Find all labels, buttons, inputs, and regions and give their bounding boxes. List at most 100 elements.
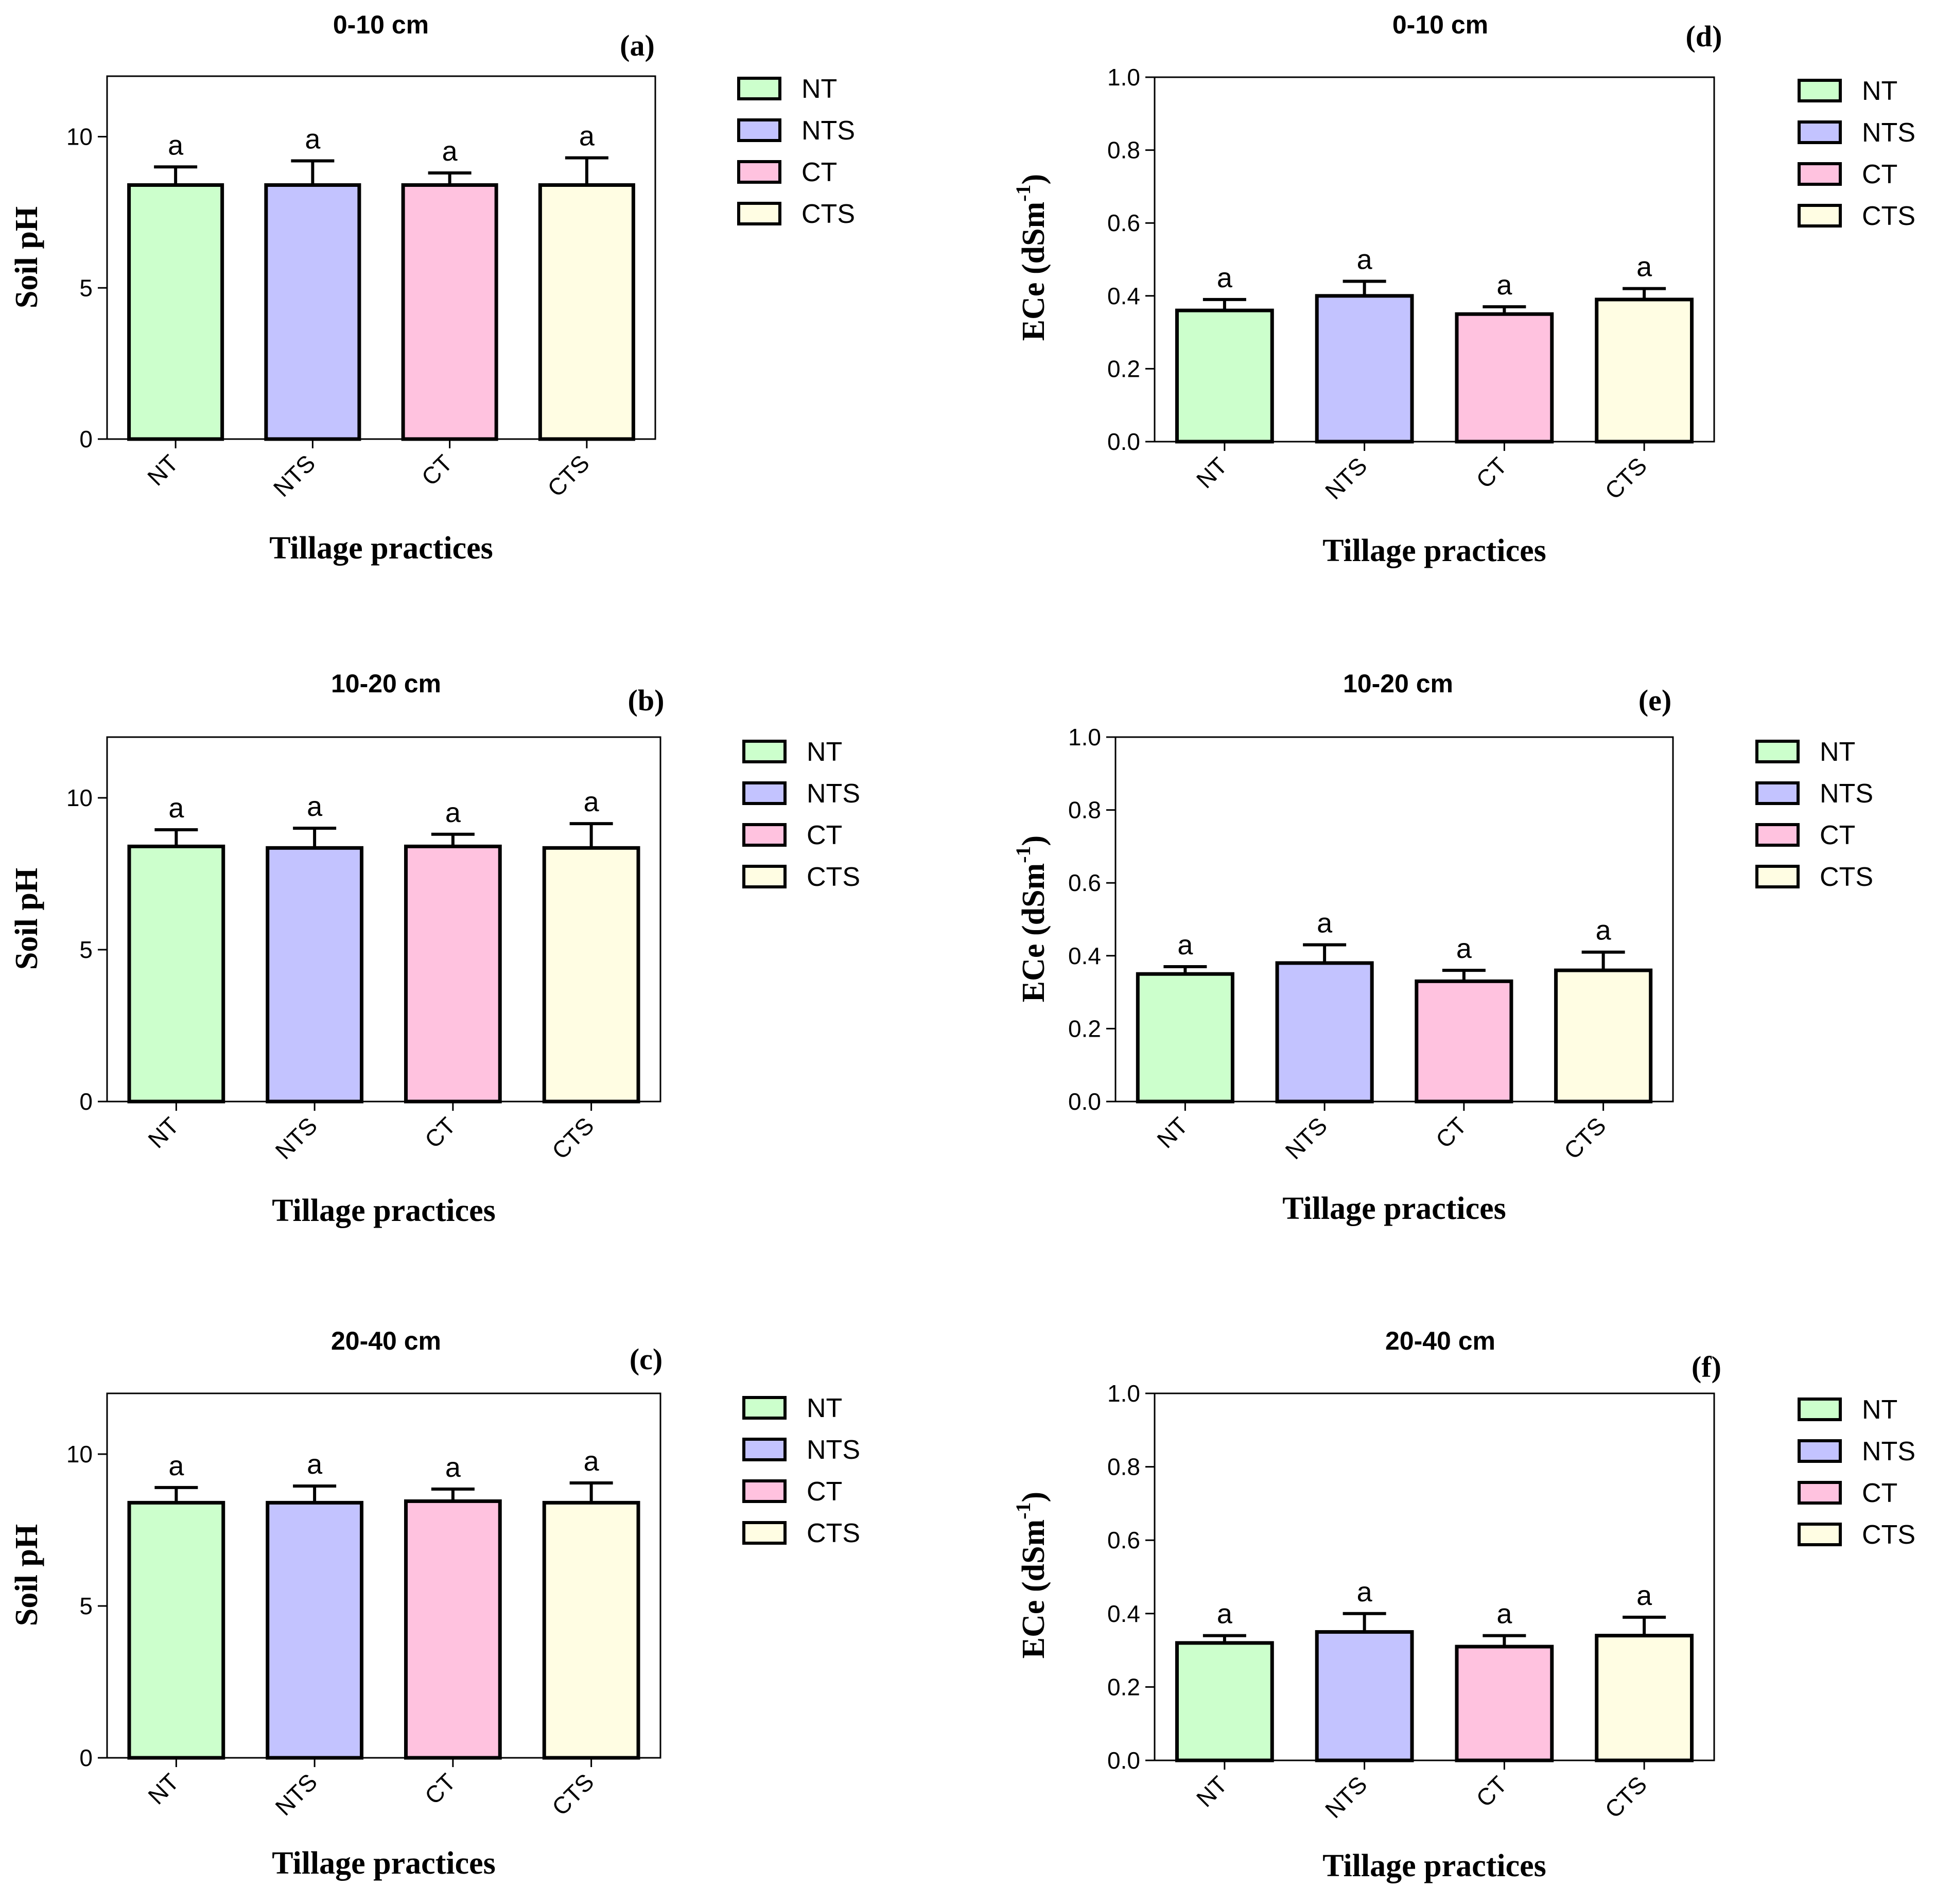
panel-letter: (e): [1638, 684, 1671, 717]
significance-label: a: [305, 124, 321, 155]
legend-swatch-cts: [742, 1521, 787, 1545]
panel-e: 10-20 cm (e) 0.0 0.2 0.4 0.6 0.8 1.0 ECe (dSm-1)…: [1012, 669, 1873, 1226]
legend-label-nts: NTS: [1862, 118, 1915, 148]
x-tick-label-ct: CT: [416, 449, 458, 491]
legend-swatch-cts: [1798, 204, 1842, 228]
legend: NT NTS CT CTS: [737, 74, 855, 229]
significance-label: a: [445, 797, 461, 828]
x-tick-label-ct: CT: [420, 1768, 461, 1809]
legend-label-nt: NT: [807, 737, 842, 767]
legend-label-cts: CTS: [807, 1518, 860, 1548]
y-tick-label: 0.0: [1107, 1747, 1140, 1774]
bar-ct: [404, 844, 502, 1104]
bar-ct: [1455, 312, 1554, 444]
legend-label-nts: NTS: [807, 1435, 860, 1465]
panel-f: 20-40 cm (f) 0.0 0.2 0.4 0.6 0.8 1.0 ECe (dSm-1)…: [1012, 1326, 1915, 1883]
y-tick-label: 5: [79, 936, 93, 963]
bar-nts: [264, 183, 361, 441]
y-tick-label: 0.6: [1107, 209, 1140, 236]
legend-label-nts: NTS: [1820, 779, 1873, 809]
y-tick-label: 0: [79, 1088, 93, 1115]
significance-label: a: [168, 130, 184, 161]
legend-swatch-nts: [1798, 120, 1842, 144]
legend-swatch-cts: [737, 202, 781, 225]
significance-label: a: [307, 791, 323, 822]
y-tick-label: 0.4: [1107, 1600, 1140, 1627]
bar-nt: [127, 1500, 225, 1760]
y-tick-label: 10: [66, 124, 93, 150]
plot-frame: [106, 75, 656, 440]
significance-label: a: [1456, 933, 1472, 964]
x-tick-label-ct: CT: [1431, 1112, 1472, 1153]
panel-title: 20-40 cm: [1385, 1326, 1495, 1355]
legend-swatch-ct: [742, 1479, 787, 1503]
panel-letter: (b): [628, 684, 665, 717]
x-axis-title: Tillage practices: [269, 531, 493, 566]
legend-label-nt: NT: [1862, 1395, 1897, 1425]
y-tick-label: 0.6: [1107, 1527, 1140, 1553]
panel-title: 0-10 cm: [1392, 10, 1488, 39]
significance-label: a: [1357, 244, 1373, 275]
legend-swatch-nts: [742, 781, 787, 805]
significance-label: a: [168, 1451, 184, 1481]
x-tick-label-nt: NT: [1191, 1771, 1232, 1812]
panel-letter: (c): [630, 1342, 663, 1376]
legend-label-cts: CTS: [801, 199, 855, 229]
legend-swatch-cts: [742, 865, 787, 888]
legend-label-cts: CTS: [807, 862, 860, 892]
panel-d: 0-10 cm (d) 0.0 0.2 0.4 0.6 0.8 1.0 ECe (dSm-1) a…: [1012, 10, 1915, 568]
y-tick-label: 0.8: [1107, 1454, 1140, 1480]
legend-swatch-ct: [737, 160, 781, 184]
x-tick-label-nts: NTS: [270, 1112, 322, 1164]
x-tick-label-cts: CTS: [547, 1768, 599, 1821]
y-tick-label: 5: [79, 274, 93, 301]
legend-label-ct: CT: [1862, 1478, 1897, 1508]
significance-label: a: [1217, 263, 1233, 293]
y-tick-label: 1.0: [1068, 724, 1101, 750]
legend-label-cts: CTS: [1820, 862, 1873, 892]
legend-swatch-nt: [742, 1396, 787, 1420]
legend-label-nt: NT: [801, 74, 837, 104]
significance-label: a: [1636, 1580, 1652, 1611]
legend: NT NTS CT CTS: [1798, 76, 1915, 231]
bar-nt: [127, 183, 224, 441]
bar-nts: [266, 846, 363, 1104]
significance-label: a: [445, 1452, 461, 1483]
significance-label: a: [1636, 252, 1652, 283]
significance-label: a: [442, 136, 458, 167]
bar-cts: [1595, 298, 1694, 444]
y-tick-label: 0.4: [1068, 942, 1101, 969]
x-tick-label-cts: CTS: [542, 449, 595, 502]
bar-nt: [1175, 1641, 1274, 1762]
legend-swatch-nt: [737, 77, 781, 100]
x-tick-label-nt: NT: [1152, 1112, 1193, 1153]
significance-label: a: [1317, 908, 1333, 939]
significance-label: a: [579, 121, 595, 152]
x-axis-title: Tillage practices: [1322, 1848, 1546, 1883]
bar-ct: [1455, 1645, 1554, 1762]
legend-swatch-nts: [1755, 781, 1800, 805]
significance-label: a: [1496, 1599, 1512, 1630]
x-axis-title: Tillage practices: [1322, 533, 1546, 568]
panel-letter: (d): [1686, 20, 1722, 53]
y-tick-label: 0.2: [1068, 1015, 1101, 1042]
y-tick-label: 1.0: [1107, 64, 1140, 91]
significance-label: a: [307, 1449, 323, 1480]
y-tick-label: 0.8: [1068, 797, 1101, 824]
panel-title: 10-20 cm: [331, 669, 441, 698]
x-axis-title: Tillage practices: [272, 1846, 495, 1881]
y-axis-title: ECe (dSm-1): [1012, 835, 1051, 1002]
plot-frame: [106, 1392, 661, 1759]
panel-title: 0-10 cm: [333, 10, 429, 39]
legend-label-nts: NTS: [807, 779, 860, 809]
legend-label-ct: CT: [1820, 820, 1855, 850]
y-tick-label: 0.8: [1107, 137, 1140, 164]
legend-swatch-nt: [1755, 740, 1800, 763]
bar-ct: [401, 183, 498, 441]
legend-swatch-cts: [1798, 1523, 1842, 1546]
y-axis-title: Soil pH: [9, 206, 44, 308]
x-tick-label-cts: CTS: [1599, 1771, 1652, 1823]
significance-label: a: [584, 787, 600, 817]
x-tick-label-nts: NTS: [1320, 1771, 1372, 1823]
legend: NT NTS CT CTS: [742, 1393, 860, 1548]
